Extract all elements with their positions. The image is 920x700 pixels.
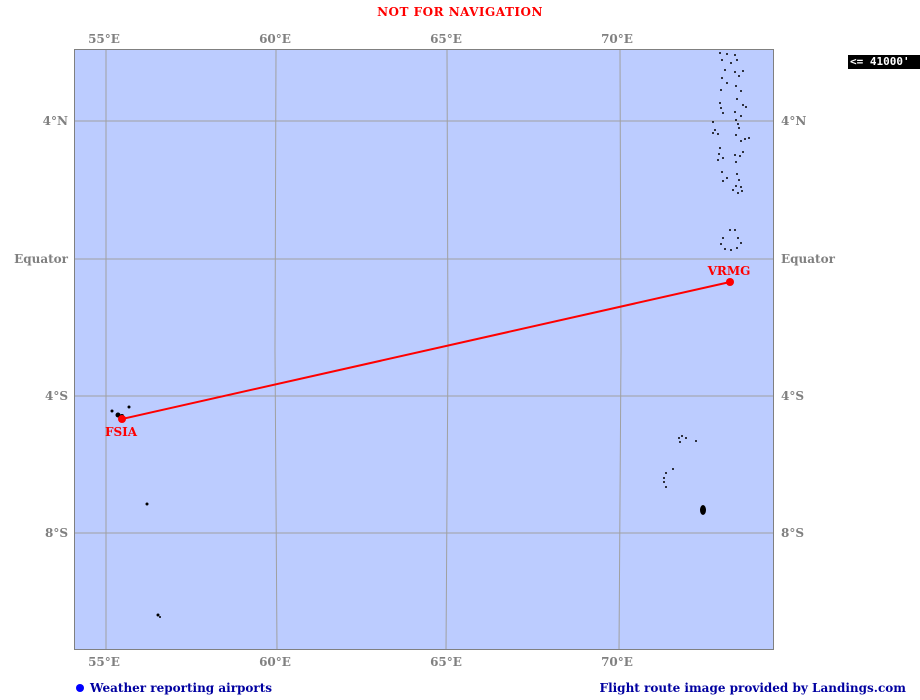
lat-label-right-4n: 4°N (781, 114, 807, 128)
maldives-islands (712, 52, 750, 251)
meridian-60e (274, 50, 278, 649)
weather-airport-dot-icon (76, 684, 84, 692)
meridian-70e (618, 50, 622, 649)
lon-label-top-60: 60°E (259, 32, 291, 46)
not-for-navigation-warning: NOT FOR NAVIGATION (377, 5, 543, 19)
graticule (75, 50, 773, 649)
legend-label: Weather reporting airports (90, 681, 273, 695)
chagos-islands (663, 435, 706, 515)
credit-text[interactable]: Flight route image provided by Landings.… (599, 681, 906, 695)
legend: Weather reporting airports (76, 681, 272, 695)
altitude-badge: <= 41000' (848, 55, 920, 69)
map-canvas: FSIA VRMG (75, 50, 773, 649)
lat-label-right-4s: 4°S (781, 389, 805, 403)
lon-label-bottom-65: 65°E (430, 655, 462, 669)
lat-label-right-8s: 8°S (781, 526, 805, 540)
lat-label-left-4s: 4°S (44, 389, 68, 403)
lon-label-bottom-60: 60°E (259, 655, 291, 669)
airport-label-vrmg: VRMG (707, 264, 751, 278)
map-area[interactable]: FSIA VRMG (74, 49, 774, 650)
lon-label-bottom-55: 55°E (88, 655, 120, 669)
lon-label-top-65: 65°E (430, 32, 462, 46)
flight-route-line (121, 281, 731, 420)
lat-label-left-equator: Equator (14, 252, 68, 266)
lon-label-bottom-70: 70°E (601, 655, 633, 669)
lat-label-left-4n: 4°N (42, 114, 68, 128)
lon-label-top-55: 55°E (88, 32, 120, 46)
lat-label-left-8s: 8°S (44, 526, 68, 540)
airport-marker-vrmg[interactable] (726, 278, 734, 286)
lat-label-right-equator: Equator (781, 252, 835, 266)
meridian-65e (445, 50, 449, 649)
airport-label-fsia: FSIA (105, 425, 138, 439)
lon-label-top-70: 70°E (601, 32, 633, 46)
airport-marker-fsia[interactable] (118, 415, 126, 423)
